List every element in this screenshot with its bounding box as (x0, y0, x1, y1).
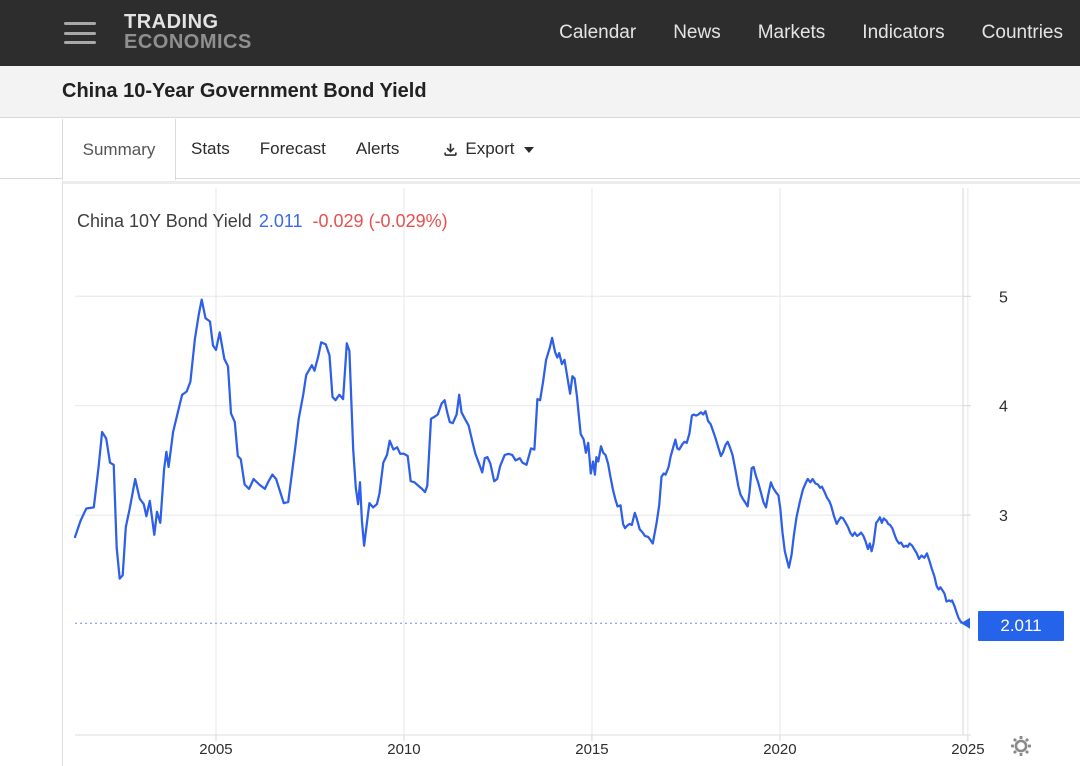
tab-stats[interactable]: Stats (191, 139, 230, 158)
logo-line2: ECONOMICS (124, 31, 252, 53)
yield-chart[interactable]: 2005 2010 2015 2020 2025 5 4 3 (63, 184, 1080, 765)
trading-economics-logo[interactable]: TRADING ECONOMICS (124, 12, 252, 52)
current-value-badge: 2.011 (978, 611, 1064, 641)
logo-line1: TRADING (124, 11, 219, 33)
tab-forecast[interactable]: Forecast (259, 139, 326, 158)
download-icon (444, 143, 458, 156)
x-tick-label: 2025 (951, 741, 984, 758)
page-header: China 10-Year Government Bond Yield (0, 66, 1080, 118)
current-value-arrow (961, 617, 970, 629)
tab-summary[interactable]: Summary (62, 119, 176, 180)
nav-item-calendar[interactable]: Calendar (559, 22, 637, 43)
x-tick-label: 2005 (199, 741, 232, 758)
chart-change: -0.029 (-0.029%) (312, 211, 448, 231)
nav-item-indicators[interactable]: Indicators (862, 22, 945, 43)
tab-alerts[interactable]: Alerts (355, 139, 400, 158)
tab-summary-label: Summary (82, 139, 156, 159)
export-button[interactable]: Export (428, 139, 548, 159)
hamburger-menu-icon[interactable] (64, 22, 96, 44)
x-tick-label: 2015 (575, 741, 608, 758)
y-tick-label: 5 (999, 289, 1008, 306)
page-title: China 10-Year Government Bond Yield (62, 80, 427, 102)
nav-item-news[interactable]: News (673, 22, 721, 43)
chart-card: China 10Y Bond Yield 2.011 -0.029 (-0.029%… (62, 181, 1080, 766)
tab-strip: Summary Stats Forecast Alerts Export (0, 119, 1080, 180)
y-tick-label: 3 (999, 508, 1008, 525)
settings-gear-icon[interactable] (1010, 735, 1032, 757)
chevron-down-icon (523, 147, 534, 153)
top-navbar: TRADING ECONOMICS Calendar News Markets … (0, 0, 1080, 66)
yield-line-series (73, 298, 965, 625)
x-tick-label: 2010 (387, 741, 420, 758)
nav-item-markets[interactable]: Markets (757, 22, 826, 43)
chart-header: China 10Y Bond Yield 2.011 -0.029 (-0.029%… (77, 211, 448, 232)
export-label: Export (465, 139, 515, 158)
y-tick-label: 4 (999, 399, 1008, 416)
chart-series-name: China 10Y Bond Yield (77, 211, 252, 231)
nav-item-countries[interactable]: Countries (981, 22, 1063, 43)
x-tick-label: 2020 (763, 741, 796, 758)
main-nav: Calendar News Markets Indicators Countri… (559, 0, 1063, 66)
chart-last-value: 2.011 (258, 211, 303, 231)
